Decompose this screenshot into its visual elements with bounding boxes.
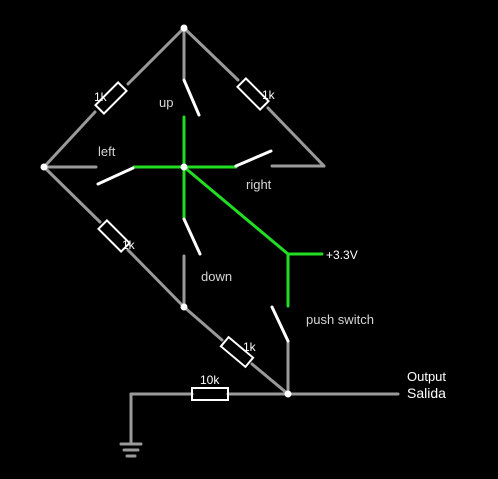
label-output: Output xyxy=(407,369,446,384)
node-top xyxy=(180,24,188,32)
switch-push xyxy=(270,305,290,343)
wire-bottom-a xyxy=(182,305,224,342)
wire-left-bottom-a xyxy=(42,165,102,224)
resistor-lower-left xyxy=(97,219,131,253)
label-down: down xyxy=(201,269,232,284)
switch-levers xyxy=(96,78,290,343)
node-left xyxy=(40,163,48,171)
node-output xyxy=(284,390,292,398)
resistors xyxy=(94,77,270,401)
node-down xyxy=(180,303,188,311)
labels: up left right down push switch 1k 1k 1k … xyxy=(94,88,446,401)
value-top-left: 1k xyxy=(94,90,108,104)
label-push-switch: push switch xyxy=(306,312,374,327)
label-salida: Salida xyxy=(407,385,446,401)
ground-icon xyxy=(119,442,143,458)
resistor-top-left xyxy=(94,81,128,115)
value-top-right: 1k xyxy=(262,88,276,102)
wire-right-top-b xyxy=(266,106,326,168)
live-diagonal xyxy=(182,165,290,256)
label-supply: +3.3V xyxy=(326,248,358,262)
wires xyxy=(42,26,400,446)
switch-down xyxy=(182,217,202,256)
switch-right xyxy=(234,149,273,168)
switch-up xyxy=(182,78,201,117)
wire-left-top-b xyxy=(126,26,186,86)
wire-left-top-a xyxy=(42,110,97,169)
resistor-bottom xyxy=(219,335,255,369)
label-right: right xyxy=(246,177,272,192)
wire-right-top-a xyxy=(182,26,240,82)
label-left: left xyxy=(98,144,116,159)
resistor-pulldown xyxy=(191,387,229,401)
switch-left xyxy=(96,166,135,186)
label-up: up xyxy=(159,95,173,110)
wire-bottom-b xyxy=(250,362,290,396)
node-center xyxy=(180,163,188,171)
wire-left-bottom-b xyxy=(126,248,186,309)
value-pulldown: 10k xyxy=(200,373,220,387)
value-lower-left: 1k xyxy=(122,238,136,252)
value-bottom: 1k xyxy=(243,340,257,354)
nodes xyxy=(40,24,292,398)
resistor-top-right xyxy=(236,77,270,111)
